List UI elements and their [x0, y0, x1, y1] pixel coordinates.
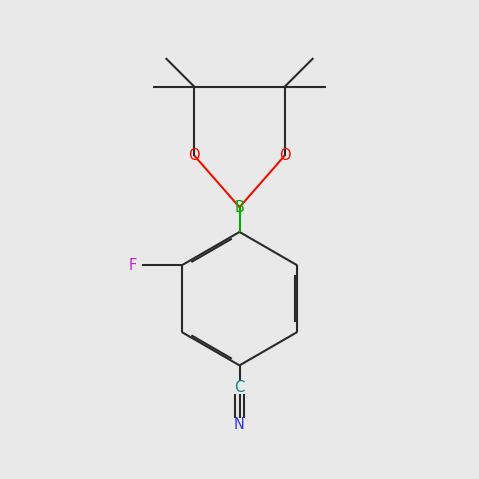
Text: C: C: [234, 380, 245, 395]
Text: O: O: [189, 148, 200, 163]
Text: N: N: [234, 417, 245, 432]
Text: B: B: [235, 200, 244, 215]
Text: F: F: [128, 258, 137, 273]
Text: O: O: [279, 148, 290, 163]
